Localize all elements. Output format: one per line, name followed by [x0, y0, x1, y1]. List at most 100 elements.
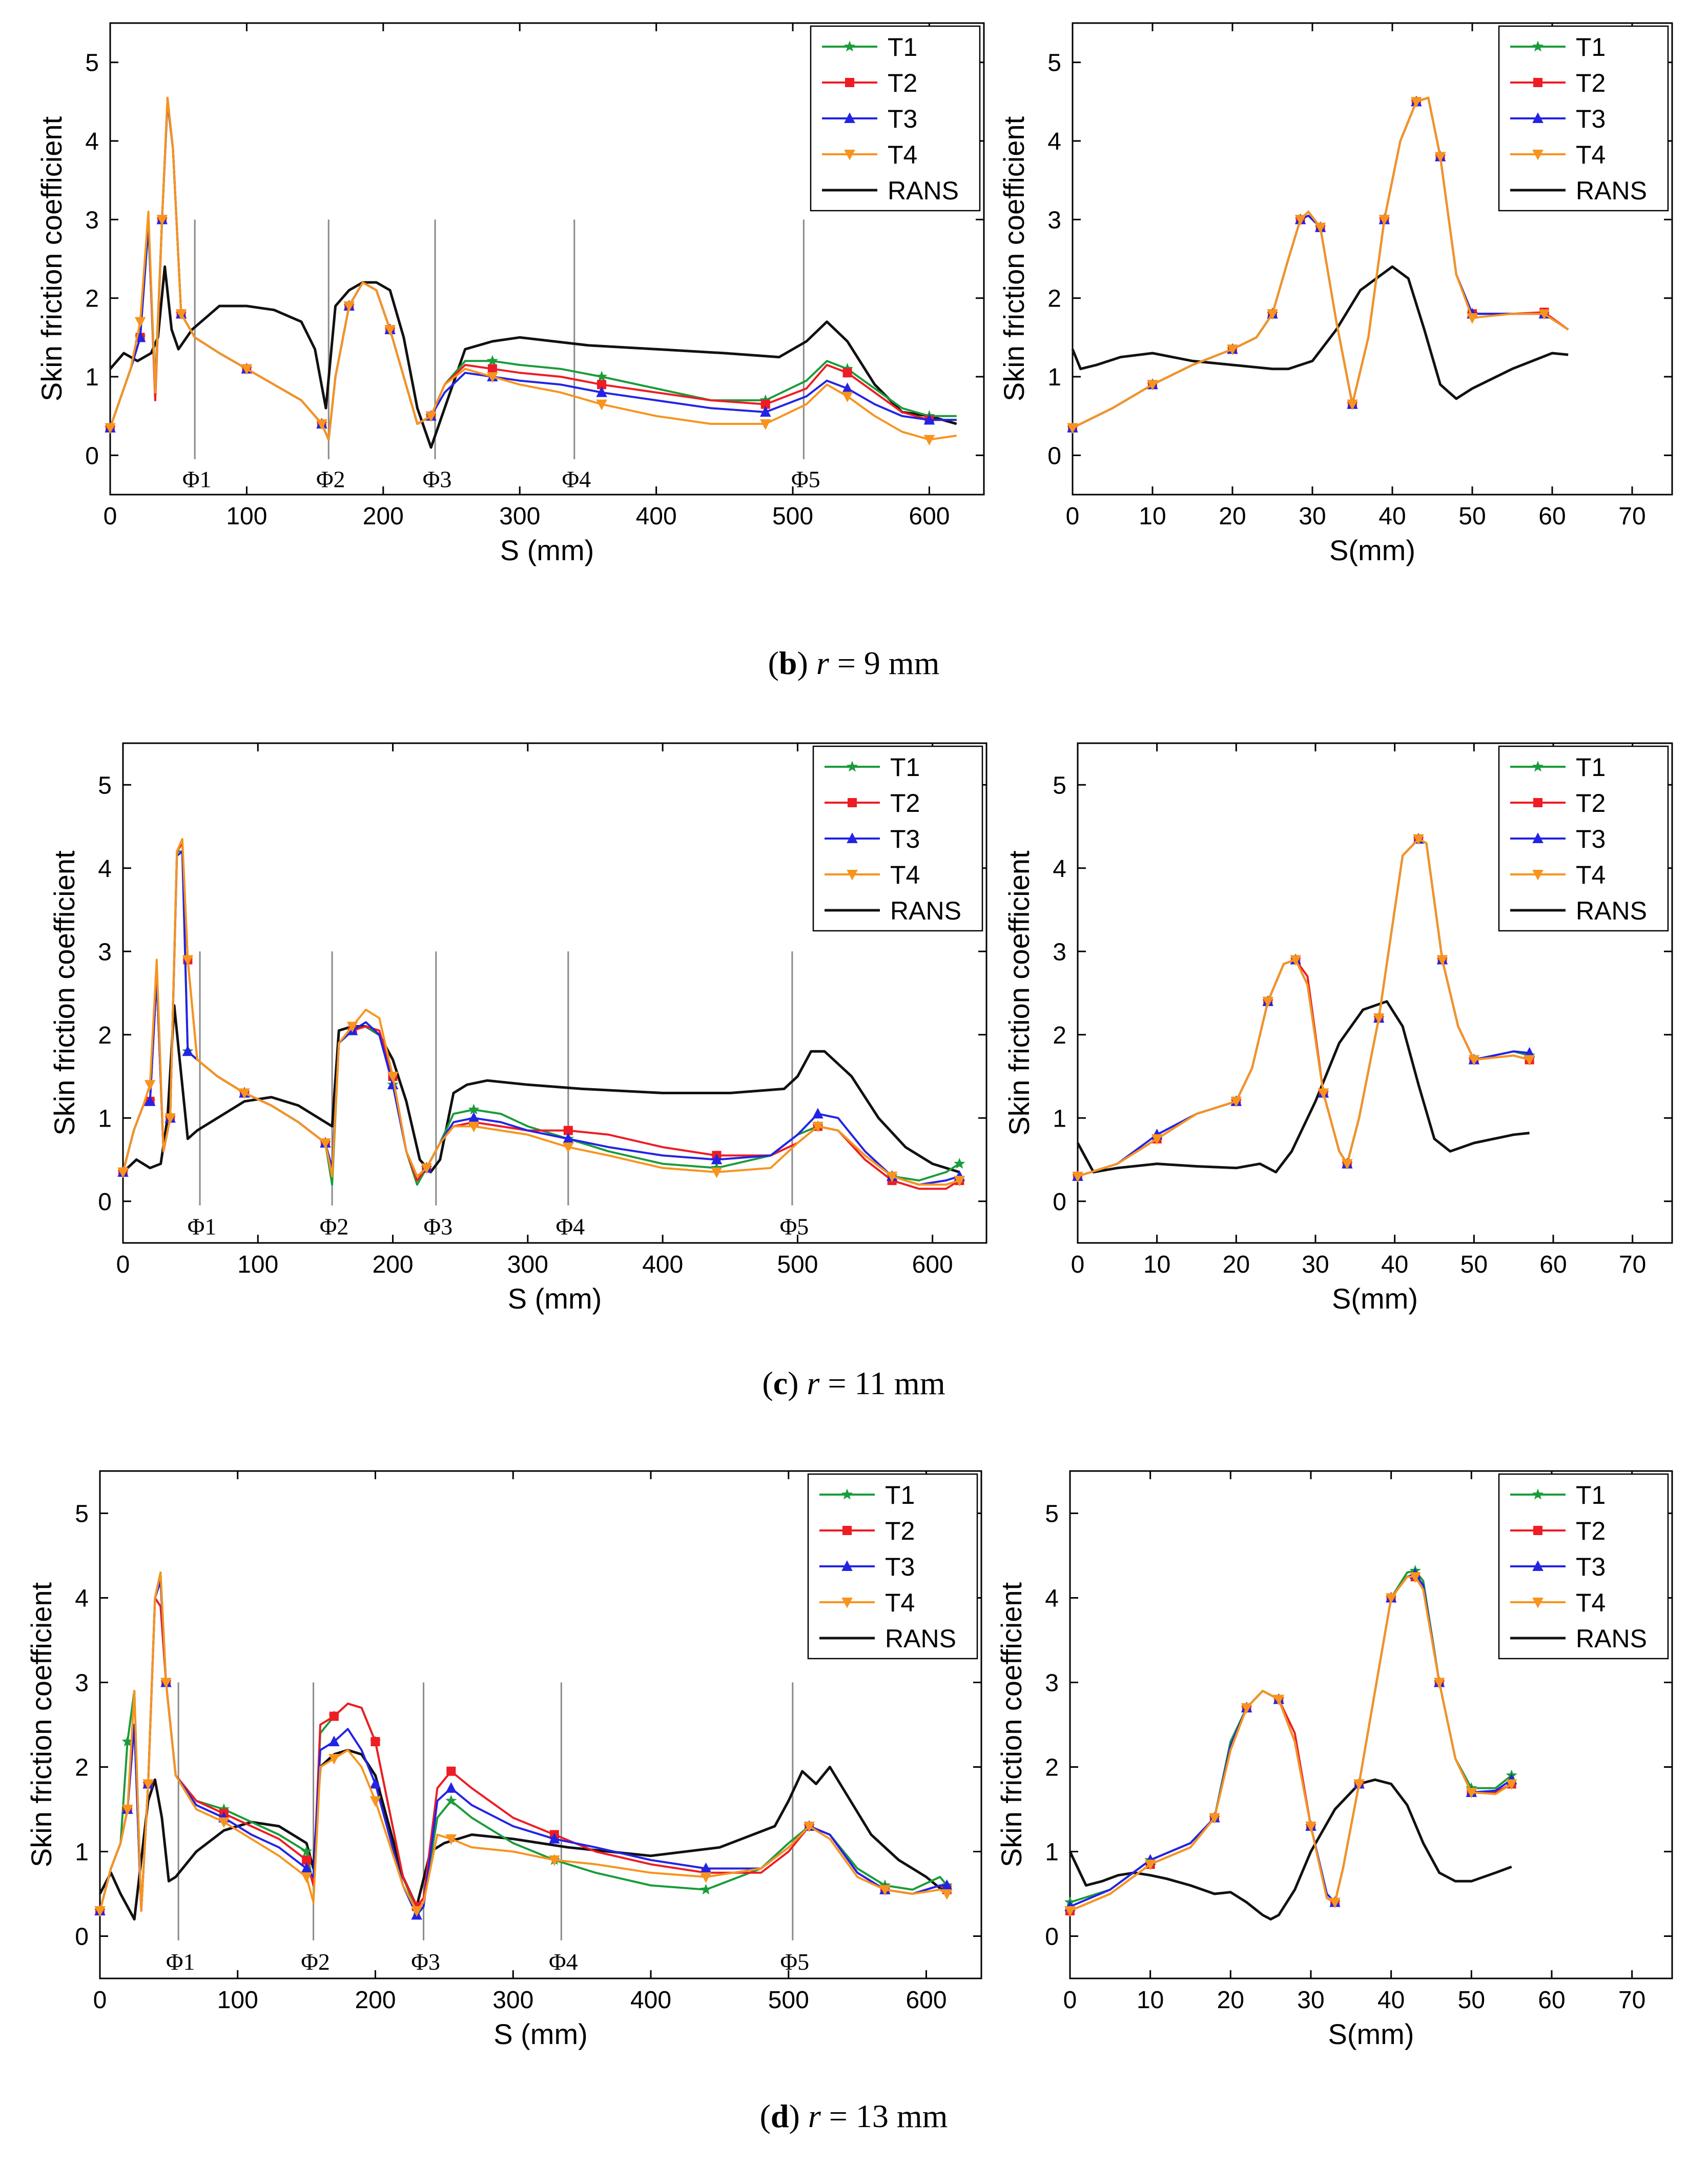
data-point-t4 — [1468, 1055, 1480, 1066]
data-point-t4 — [1318, 1088, 1329, 1099]
x-tick-label: 10 — [1139, 503, 1166, 530]
data-point-t1 — [301, 1845, 313, 1856]
data-point-t4 — [239, 1088, 250, 1099]
plot-frame — [1069, 1470, 1673, 1979]
chart-c-right: 0 10 20 30 40 50 60 70 0 1 2 3 4 5 S(mm) Skin friction … — [1003, 742, 1673, 1315]
legend-label-t3: T3 — [1576, 825, 1606, 853]
x-tick-label: 600 — [909, 503, 950, 530]
data-point-t4 — [468, 1121, 480, 1133]
x-tick-label: 300 — [492, 1987, 533, 2014]
data-point-t4 — [879, 1885, 891, 1896]
legend-label-t1: T1 — [885, 1481, 915, 1509]
y-tick-label: 0 — [1047, 442, 1061, 469]
x-tick-label: 100 — [226, 503, 267, 530]
x-axis-label: S (mm) — [493, 2018, 588, 2050]
x-tick-label: 200 — [355, 1987, 396, 2014]
legend-marker-t2 — [845, 78, 854, 87]
stage-label: Φ3 — [424, 1214, 453, 1240]
data-point-t4 — [711, 1167, 723, 1178]
data-point-t4 — [1466, 1788, 1477, 1799]
y-tick-label: 0 — [85, 442, 99, 469]
data-point-t4 — [134, 317, 146, 328]
data-point-t4 — [1227, 344, 1238, 356]
x-tick-label: 300 — [499, 503, 540, 530]
y-tick-label: 5 — [75, 1501, 89, 1528]
data-point-t3 — [711, 1153, 723, 1165]
series-line-rans — [98, 1749, 948, 1921]
data-point-t4 — [1434, 152, 1446, 163]
legend-marker-t4 — [1532, 1598, 1544, 1608]
data-point-t2 — [446, 1766, 456, 1776]
data-point-t3 — [144, 1095, 156, 1106]
legend-label-t2: T2 — [890, 789, 920, 818]
y-tick-label: 1 — [1045, 1839, 1059, 1866]
y-axis-label: Skin friction coefficient — [25, 1582, 57, 1868]
y-tick-label: 5 — [98, 772, 112, 799]
legend-marker-t1 — [1532, 40, 1544, 52]
plot-frame — [122, 742, 987, 1244]
data-point-t1 — [954, 1157, 965, 1169]
data-point-t3 — [759, 406, 771, 417]
legend-label-t1: T1 — [888, 33, 917, 62]
data-point-t4 — [1353, 1779, 1365, 1790]
y-tick-label: 4 — [98, 855, 112, 883]
legend-marker-t1 — [843, 40, 856, 52]
y-tick-label: 2 — [1045, 1754, 1059, 1782]
legend-label-rans: RANS — [885, 1624, 956, 1653]
data-point-t4 — [144, 1080, 156, 1091]
legend-marker-t1 — [846, 761, 858, 772]
legend-label-t4: T4 — [885, 1588, 915, 1617]
data-point-t4 — [1147, 380, 1158, 391]
data-point-t4 — [487, 372, 498, 383]
data-point-t3 — [182, 1045, 194, 1056]
y-tick-label: 5 — [1053, 772, 1066, 799]
x-tick-label: 0 — [1071, 1251, 1085, 1278]
x-tick-label: 40 — [1378, 503, 1406, 530]
stage-label: Φ2 — [320, 1214, 349, 1240]
x-tick-label: 40 — [1381, 1251, 1408, 1278]
data-point-t3 — [841, 382, 853, 393]
data-point-t4 — [1413, 834, 1424, 845]
legend-label-t2: T2 — [1576, 69, 1606, 97]
plot-frame — [1077, 742, 1673, 1244]
data-point-t4 — [804, 1822, 815, 1832]
series-line-t2 — [1069, 1576, 1512, 1912]
chart-c-left: 0 100 200 300 400 500 600 0 1 2 3 4 5 S (mm) Skin fric… — [48, 742, 987, 1315]
x-tick-label: 0 — [93, 1987, 107, 2014]
legend-marker-t1 — [1532, 1488, 1544, 1500]
data-point-t4 — [425, 411, 437, 422]
legend-label-t2: T2 — [888, 69, 917, 97]
data-point-t3 — [700, 1862, 712, 1873]
x-tick-label: 70 — [1618, 1987, 1645, 2014]
data-point-t4 — [841, 392, 853, 403]
x-tick-label: 50 — [1458, 1987, 1485, 2014]
data-point-t4 — [812, 1121, 824, 1133]
legend-label-rans: RANS — [888, 176, 959, 205]
data-point-t4 — [1290, 955, 1302, 966]
x-tick-label: 0 — [116, 1251, 130, 1278]
data-point-t3 — [301, 1862, 312, 1873]
data-point-t3 — [923, 414, 935, 425]
x-tick-label: 0 — [1063, 1987, 1077, 2014]
x-tick-label: 100 — [217, 1987, 258, 2014]
legend-label-t4: T4 — [888, 140, 917, 169]
x-tick-label: 400 — [636, 503, 677, 530]
stage-label: Φ3 — [411, 1949, 440, 1975]
data-point-t4 — [369, 1796, 381, 1807]
data-point-t4 — [1524, 1055, 1535, 1066]
legend-label-t1: T1 — [1576, 33, 1606, 62]
data-point-t4 — [301, 1872, 312, 1883]
x-tick-label: 60 — [1539, 1251, 1567, 1278]
data-point-t4 — [142, 1779, 154, 1790]
data-point-t4 — [421, 1163, 433, 1174]
x-axis-label: S (mm) — [508, 1282, 602, 1315]
chart-d-left: 0 100 200 300 400 500 600 0 1 2 3 4 5 S (mm) Skin fric… — [25, 1470, 982, 2050]
legend-label-t1: T1 — [1576, 753, 1606, 782]
y-tick-label: 3 — [75, 1670, 89, 1697]
data-point-t2 — [563, 1126, 573, 1135]
legend-label-t4: T4 — [1576, 861, 1606, 889]
legend-label-t3: T3 — [890, 825, 920, 853]
stage-label: Φ1 — [166, 1949, 195, 1975]
series-line-t3 — [1069, 1573, 1512, 1908]
